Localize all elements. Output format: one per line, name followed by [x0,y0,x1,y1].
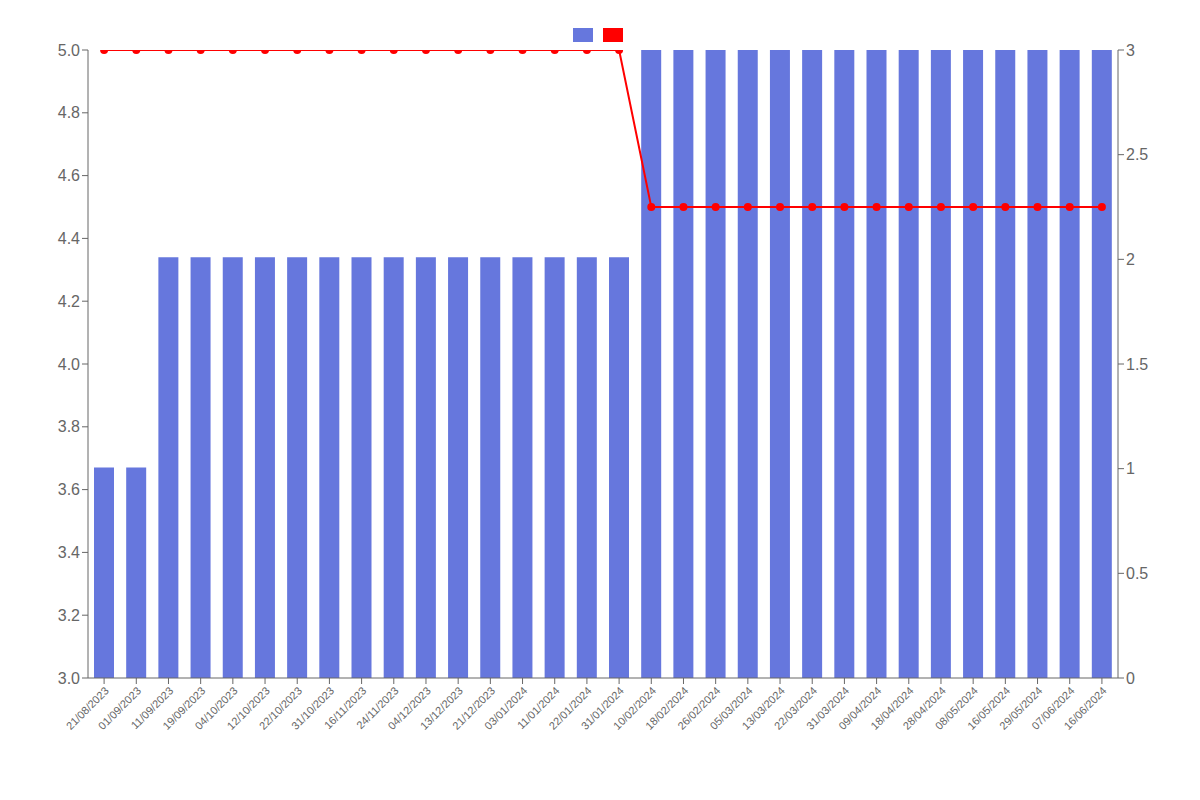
svg-text:4.4: 4.4 [58,230,80,247]
svg-text:13/03/2024: 13/03/2024 [739,684,787,732]
svg-text:3.0: 3.0 [58,670,80,687]
svg-text:0: 0 [1126,670,1135,687]
svg-text:4.0: 4.0 [58,356,80,373]
svg-text:4.8: 4.8 [58,104,80,121]
svg-text:22/01/2024: 22/01/2024 [546,684,594,732]
svg-text:05/03/2024: 05/03/2024 [707,684,755,732]
svg-text:04/12/2023: 04/12/2023 [385,684,433,732]
svg-text:11/09/2023: 11/09/2023 [128,684,176,732]
svg-text:04/10/2023: 04/10/2023 [192,684,240,732]
svg-text:1.5: 1.5 [1126,356,1148,373]
svg-text:31/01/2024: 31/01/2024 [578,684,626,732]
svg-text:28/04/2024: 28/04/2024 [900,684,948,732]
svg-text:3.6: 3.6 [58,481,80,498]
svg-text:5.0: 5.0 [58,42,80,59]
svg-text:31/03/2024: 31/03/2024 [803,684,852,732]
svg-text:4.2: 4.2 [58,293,80,310]
svg-text:21/08/2023: 21/08/2023 [63,684,111,732]
svg-text:3.4: 3.4 [58,544,80,561]
svg-text:09/04/2024: 09/04/2024 [836,684,884,732]
svg-text:29/05/2024: 29/05/2024 [997,684,1045,732]
svg-text:12/10/2023: 12/10/2023 [224,684,272,732]
svg-text:13/12/2023: 13/12/2023 [417,684,466,732]
svg-text:16/11/2023: 16/11/2023 [321,684,369,732]
svg-text:2: 2 [1126,251,1135,268]
svg-text:07/06/2024: 07/06/2024 [1029,684,1077,732]
svg-text:3: 3 [1126,42,1135,59]
svg-text:2.5: 2.5 [1126,146,1148,163]
svg-text:24/11/2023: 24/11/2023 [353,684,401,732]
svg-text:11/01/2024: 11/01/2024 [514,684,562,732]
svg-text:03/01/2024: 03/01/2024 [482,684,530,732]
svg-text:4.6: 4.6 [58,167,80,184]
svg-text:22/10/2023: 22/10/2023 [256,684,305,732]
svg-text:0.5: 0.5 [1126,565,1148,582]
svg-text:16/05/2024: 16/05/2024 [964,684,1013,732]
svg-text:16/06/2024: 16/06/2024 [1061,684,1108,731]
svg-text:18/04/2024: 18/04/2024 [868,684,916,732]
svg-text:31/10/2023: 31/10/2023 [288,684,337,732]
svg-text:18/02/2024: 18/02/2024 [643,684,691,732]
svg-text:21/12/2023: 21/12/2023 [449,684,498,732]
svg-text:1: 1 [1126,460,1135,477]
svg-text:19/09/2023: 19/09/2023 [160,684,208,732]
svg-text:01/09/2023: 01/09/2023 [95,684,144,732]
svg-text:26/02/2024: 26/02/2024 [675,684,723,732]
svg-text:3.8: 3.8 [58,418,80,435]
svg-text:10/02/2024: 10/02/2024 [610,684,659,732]
svg-text:22/03/2024: 22/03/2024 [771,684,820,732]
svg-text:3.2: 3.2 [58,607,80,624]
svg-text:08/05/2024: 08/05/2024 [932,684,981,732]
